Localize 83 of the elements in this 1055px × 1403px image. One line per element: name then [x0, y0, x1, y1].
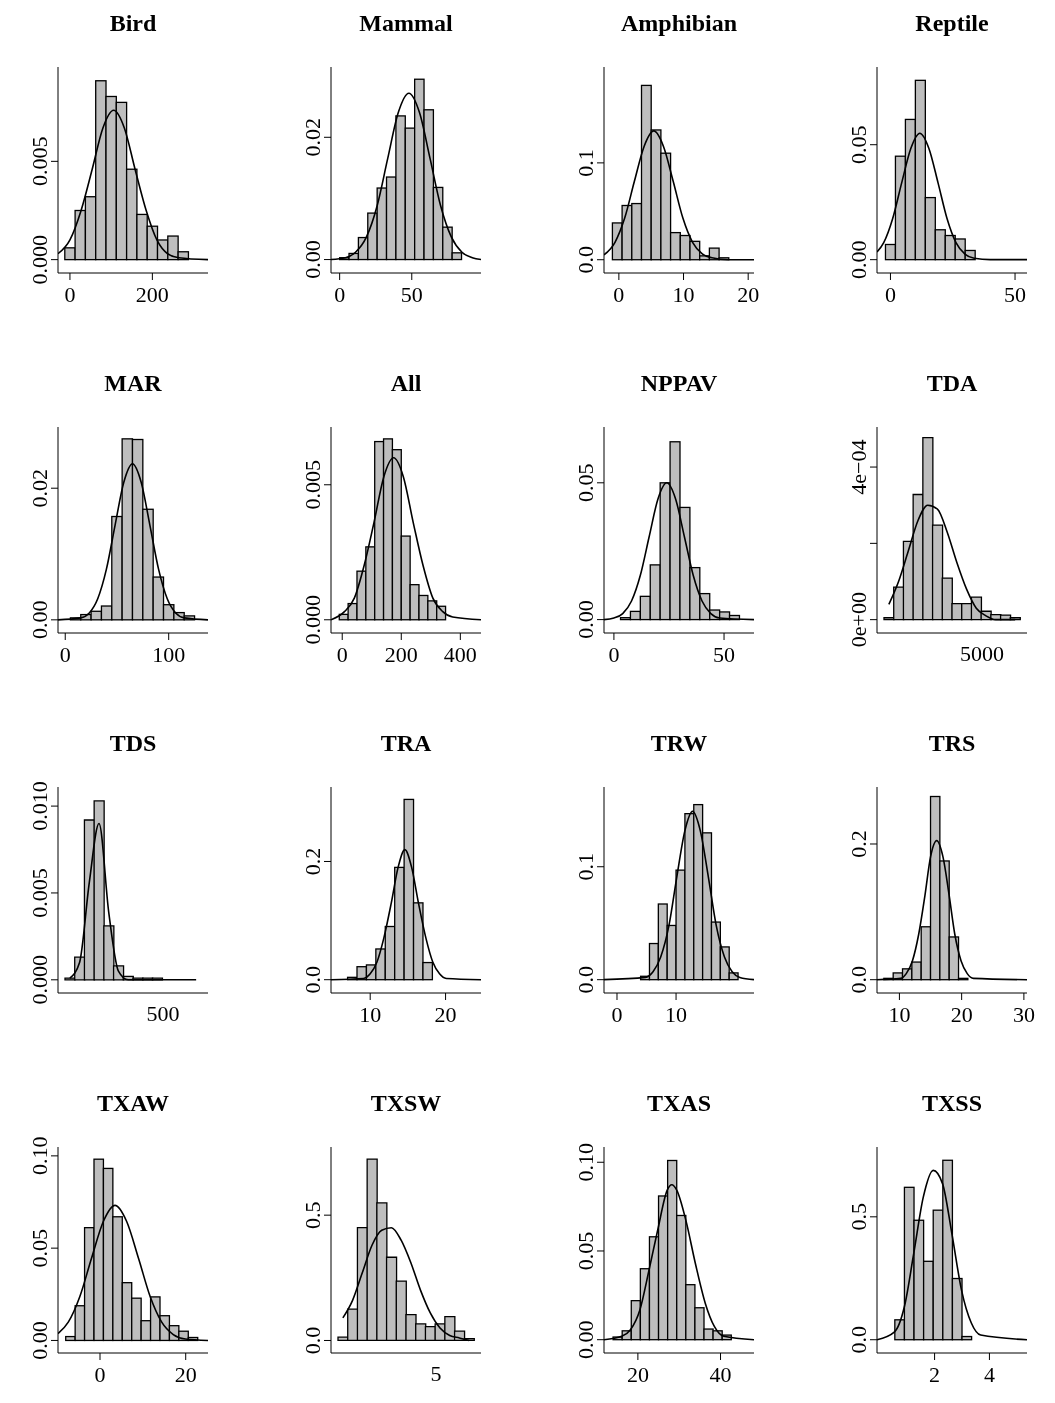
- y-tick-label: 0.1: [573, 149, 598, 177]
- x-tick-label: 0: [608, 642, 620, 667]
- y-tick-label: 0.00: [573, 600, 598, 639]
- y-tick-label: 0.00: [300, 240, 325, 279]
- y-tick-label: 0.05: [27, 1228, 52, 1268]
- x-tick-label: 200: [384, 642, 418, 667]
- chart-title: Amphibian: [619, 10, 739, 37]
- chart-title: TXSW: [369, 1090, 443, 1117]
- x-tick-label: 4: [983, 1362, 995, 1387]
- chart-title: NPPAV: [639, 370, 719, 397]
- x-tick-label: 0: [611, 1002, 623, 1027]
- chart-title: TDS: [108, 730, 158, 757]
- y-tick-label: 0.005: [27, 868, 52, 918]
- y-tick-label: 0.0: [573, 245, 598, 274]
- chart-title: TXAS: [646, 1090, 712, 1117]
- x-tick-label: 20: [434, 1002, 457, 1027]
- chart-title: TRA: [379, 730, 433, 757]
- x-tick-label: 10: [359, 1002, 382, 1027]
- y-tick-label: 0.000: [27, 955, 52, 1005]
- y-tick-label: 0e+00: [846, 592, 871, 648]
- y-tick-label: 0.005: [300, 460, 325, 510]
- y-tick-label: 0.00: [27, 600, 52, 640]
- y-tick-label: 0.02: [300, 118, 325, 157]
- text: 5000: [960, 641, 1004, 667]
- x-tick-label: 0: [64, 282, 76, 307]
- y-tick-label: 0.00: [846, 240, 871, 279]
- x-tick-label: 20: [950, 1002, 973, 1027]
- y-tick-label: 0.02: [27, 468, 52, 508]
- x-tick-label: 10: [665, 1002, 688, 1027]
- y-tick-label: 4e−04: [846, 439, 871, 495]
- y-tick-label: 0.1: [573, 852, 598, 881]
- y-tick-label: 0.05: [573, 1231, 598, 1271]
- x-tick-label: 10: [672, 282, 695, 307]
- y-tick-label: 0.0: [573, 965, 598, 994]
- x-tick-label: 20: [174, 1362, 197, 1387]
- x-tick-label: 40: [709, 1362, 732, 1387]
- chart-title: Bird: [108, 10, 158, 37]
- x-tick-label: 0: [334, 282, 346, 307]
- y-tick-label: 0.5: [300, 1201, 325, 1229]
- y-tick-label: 0.10: [573, 1143, 598, 1182]
- chart-title: TXAW: [96, 1090, 170, 1117]
- x-tick-label: 400: [443, 642, 477, 667]
- y-tick-label: 0.2: [846, 830, 871, 858]
- x-tick-label: 0: [336, 642, 348, 667]
- x-tick-label: 100: [152, 642, 186, 667]
- x-tick-label: 0: [613, 282, 625, 307]
- y-tick-label: 0.010: [27, 781, 52, 831]
- text: 500: [146, 1001, 180, 1027]
- chart-title: Reptile: [914, 10, 990, 37]
- x-tick-label: 20: [737, 282, 760, 307]
- y-tick-label: 0.10: [27, 1136, 52, 1176]
- chart-title: TDA: [925, 370, 979, 397]
- chart-title: TRS: [927, 730, 977, 757]
- y-tick-label: 0.005: [27, 136, 52, 187]
- y-tick-label: 0.0: [300, 1326, 325, 1355]
- chart-title: Mammal: [358, 10, 454, 37]
- y-tick-label: 0.2: [300, 847, 325, 876]
- x-tick-label: 10: [888, 1002, 911, 1027]
- y-tick-label: 0.0: [846, 1325, 871, 1354]
- x-tick-label: 20: [626, 1362, 649, 1387]
- y-tick-label: 0.0: [300, 965, 325, 994]
- chart-title: TXSS: [920, 1090, 983, 1117]
- x-tick-label: 0: [94, 1362, 106, 1387]
- x-tick-label: 0: [59, 642, 71, 667]
- x-tick-label: 30: [1012, 1002, 1035, 1027]
- x-tick-label: 50: [713, 642, 736, 667]
- y-tick-label: 0.5: [846, 1203, 871, 1231]
- chart-title: All: [389, 370, 423, 397]
- y-tick-label: 0.0: [846, 965, 871, 994]
- chart-title: TRW: [649, 730, 709, 757]
- x-tick-label: 50: [400, 282, 423, 307]
- y-tick-label: 0.000: [300, 595, 325, 645]
- y-tick-label: 0.00: [573, 1320, 598, 1359]
- chart-title: MAR: [103, 370, 163, 397]
- x-tick-label: 2: [929, 1362, 941, 1387]
- y-tick-label: 0.05: [846, 125, 871, 164]
- x-tick-label: 50: [1004, 282, 1027, 307]
- text: 5: [430, 1361, 442, 1387]
- y-tick-label: 0.00: [27, 1321, 52, 1360]
- x-tick-label: 0: [884, 282, 896, 307]
- x-tick-label: 200: [135, 282, 169, 307]
- y-tick-label: 0.000: [27, 234, 52, 285]
- y-tick-label: 0.05: [573, 463, 598, 503]
